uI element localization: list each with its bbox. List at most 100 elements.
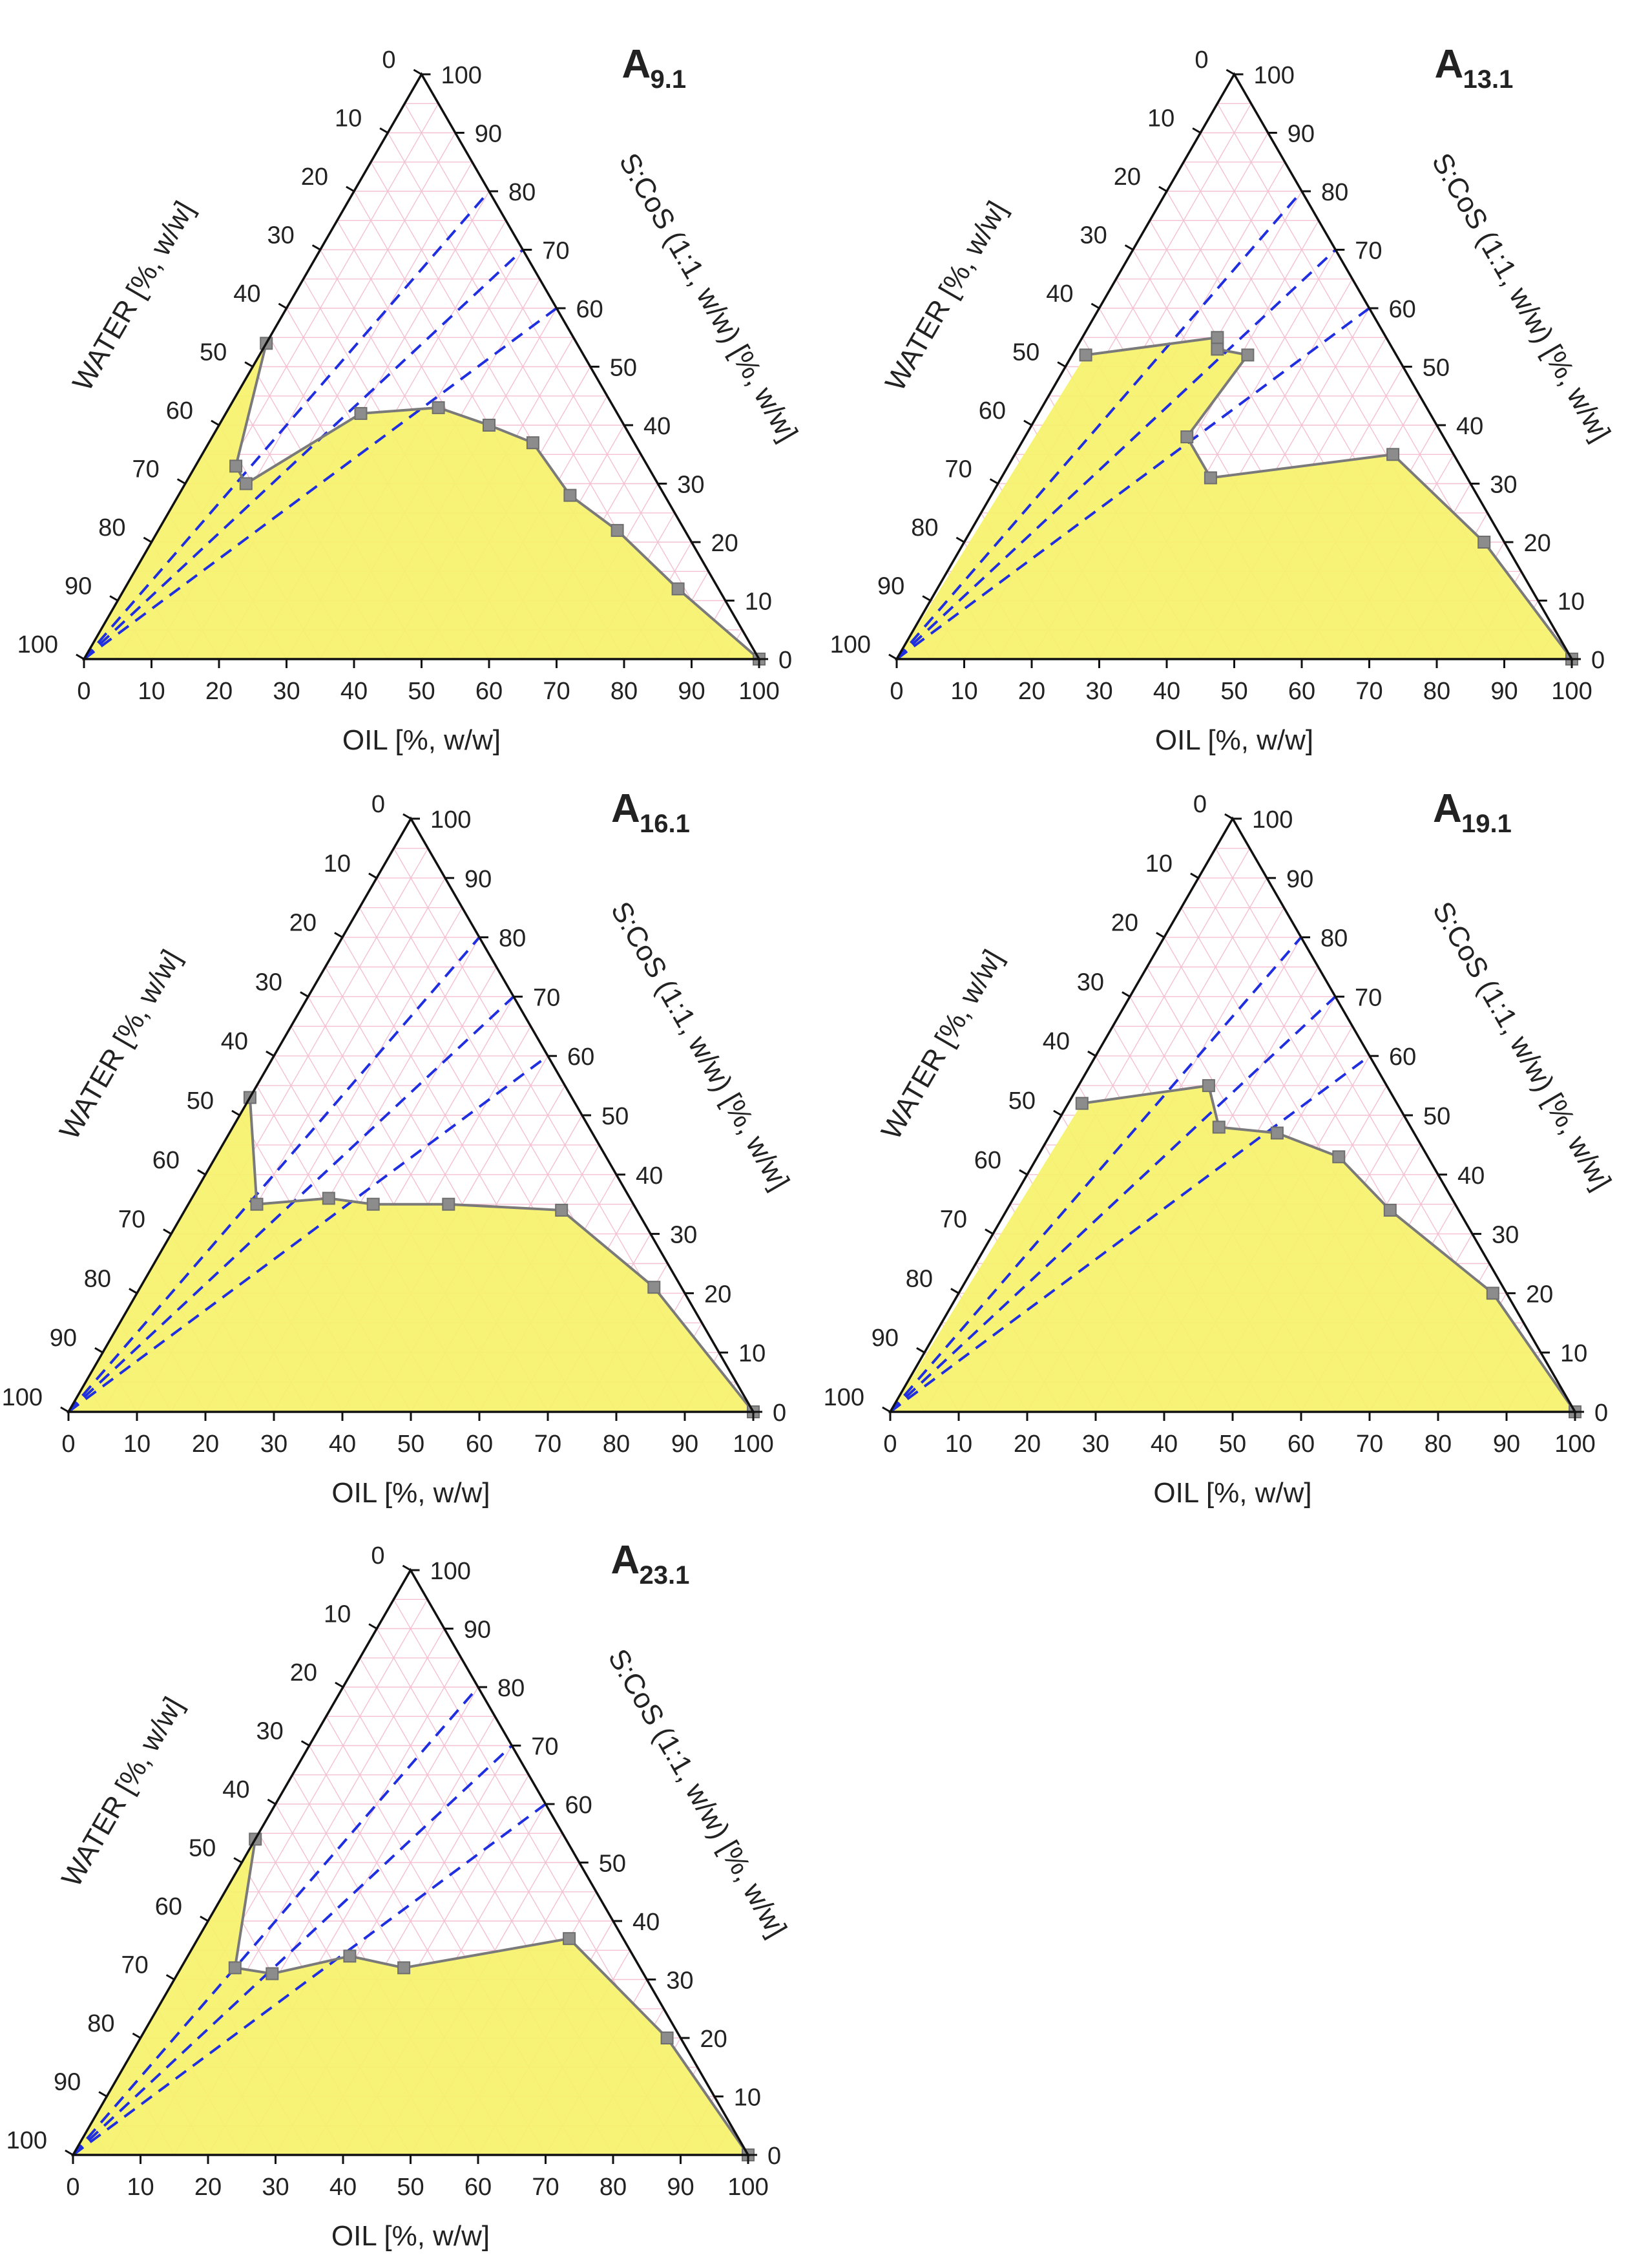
scos-tick-label: 80 [497, 1675, 525, 1702]
water-tick-label: 40 [233, 280, 260, 308]
dilution-line-1 [72, 1686, 479, 2156]
water-tick-label: 60 [152, 1147, 180, 1174]
tick-mark [379, 127, 389, 134]
tick-mark [176, 478, 186, 485]
microemulsion-region [68, 1097, 753, 1412]
scos-tick-label: 40 [632, 1909, 660, 1936]
scos-tick-label: 70 [1355, 984, 1382, 1011]
scos-tick-label: 80 [1320, 925, 1348, 952]
boundary-point-marker [647, 1281, 661, 1294]
oil-tick-label: 100 [1554, 1431, 1595, 1458]
scos-tick-label: 10 [734, 2084, 761, 2112]
boundary-point-marker [266, 1967, 279, 1980]
scos-tick-label: 20 [1524, 530, 1551, 557]
oil-axis-title: OIL [%, w/w] [331, 2220, 490, 2252]
dilution-line-3 [889, 1055, 1371, 1413]
tick-mark [335, 1681, 344, 1688]
panel-title: A [611, 1538, 640, 1582]
water-tick-label: 100 [17, 631, 58, 658]
water-tick-label: 20 [1114, 163, 1141, 191]
water-tick-label: 80 [911, 514, 938, 541]
boundary-point-marker [239, 477, 253, 490]
oil-tick-label: 60 [1288, 1431, 1315, 1458]
water-tick-label: 10 [324, 850, 351, 877]
oil-tick-label: 10 [123, 1431, 151, 1458]
boundary-point-marker [1211, 342, 1224, 356]
scos-tick-label: 60 [1389, 1044, 1416, 1071]
grid-line [404, 103, 726, 660]
scos-tick-label: 0 [778, 647, 792, 674]
ticks: 0010010109020208030307040406050505060604… [2, 791, 787, 1458]
scos-axis-title: S:CoS (1:1, w/w) [%, w/w] [613, 148, 804, 447]
water-tick-label: 10 [324, 1601, 351, 1628]
microemulsion-region [73, 1839, 748, 2155]
panel-title-subscript: 19.1 [1461, 810, 1512, 838]
water-tick-label: 60 [974, 1147, 1001, 1174]
water-tick-label: 80 [906, 1265, 933, 1292]
oil-axis-title: OIL [%, w/w] [331, 1477, 490, 1509]
boundary-point-marker [229, 459, 243, 473]
tick-mark [278, 302, 287, 310]
tick-mark [882, 1406, 891, 1413]
oil-tick-label: 90 [678, 678, 705, 705]
panel-title-subscript: 9.1 [651, 65, 687, 94]
oil-tick-label: 90 [667, 2174, 694, 2201]
boundary-point-marker [526, 436, 539, 450]
scos-axis-title: S:CoS (1:1, w/w) [%, w/w] [605, 896, 795, 1195]
water-tick-label: 20 [289, 910, 317, 937]
panel-title-subscript: 23.1 [640, 1561, 690, 1590]
boundary-point-marker [1212, 1120, 1226, 1134]
scos-tick-label: 80 [1321, 179, 1348, 206]
boundary-point-marker [1270, 1126, 1284, 1140]
boundary-point-marker [1486, 1286, 1499, 1300]
oil-tick-label: 0 [61, 1431, 75, 1458]
water-axis-title: WATER [%, w/w] [879, 196, 1013, 396]
oil-tick-label: 0 [890, 678, 903, 705]
water-tick-label: 70 [945, 456, 972, 483]
water-tick-label: 40 [1046, 280, 1073, 308]
water-tick-label: 0 [1193, 791, 1207, 818]
water-axis-title: WATER [%, w/w] [56, 1692, 189, 1892]
dilution-line-1 [895, 190, 1303, 660]
scos-tick-label: 0 [1594, 1400, 1608, 1427]
scos-tick-label: 80 [508, 179, 536, 206]
boundary-point-marker [250, 1197, 264, 1211]
ternary-chart-13.1: 0010010109020208030307040406050505060604… [830, 42, 1617, 756]
boundary-point-marker [1079, 348, 1092, 362]
tick-mark [311, 244, 321, 251]
scos-tick-label: 70 [542, 238, 569, 265]
water-tick-label: 30 [256, 1718, 284, 1745]
dilution-line-2 [83, 249, 524, 660]
water-tick-label: 100 [830, 631, 871, 658]
water-tick-label: 100 [824, 1384, 864, 1411]
scos-tick-label: 40 [1457, 1162, 1485, 1190]
water-axis-title: WATER [%, w/w] [67, 196, 200, 396]
phase-boundary-line [248, 1097, 755, 1413]
boundary-point-marker [1477, 536, 1491, 549]
tick-mark [109, 595, 119, 602]
boundary-point-marker [563, 488, 577, 502]
water-tick-label: 100 [6, 2127, 47, 2154]
boundary-point-marker [322, 1192, 335, 1205]
tick-mark [916, 1347, 925, 1354]
scos-tick-label: 50 [599, 1851, 626, 1878]
oil-tick-label: 10 [945, 1431, 972, 1458]
scos-tick-label: 20 [711, 530, 738, 557]
tick-mark [888, 653, 897, 660]
water-tick-label: 50 [187, 1087, 214, 1115]
water-tick-label: 70 [940, 1206, 967, 1234]
water-tick-label: 50 [200, 339, 227, 366]
dilution-line-3 [83, 307, 558, 660]
boundary-point-marker [483, 419, 496, 432]
scos-tick-label: 70 [533, 984, 560, 1011]
boundary-point-marker [555, 1203, 569, 1217]
tick-mark [200, 1915, 209, 1922]
oil-tick-label: 0 [883, 1431, 897, 1458]
boundary-point-marker [1211, 331, 1224, 344]
panel-title-subscript: 16.1 [640, 810, 690, 838]
tick-mark [402, 813, 412, 820]
oil-tick-label: 60 [466, 1431, 493, 1458]
tick-mark [1190, 872, 1199, 879]
oil-tick-label: 10 [127, 2174, 154, 2201]
panel-title-subscript: 13.1 [1463, 65, 1514, 94]
